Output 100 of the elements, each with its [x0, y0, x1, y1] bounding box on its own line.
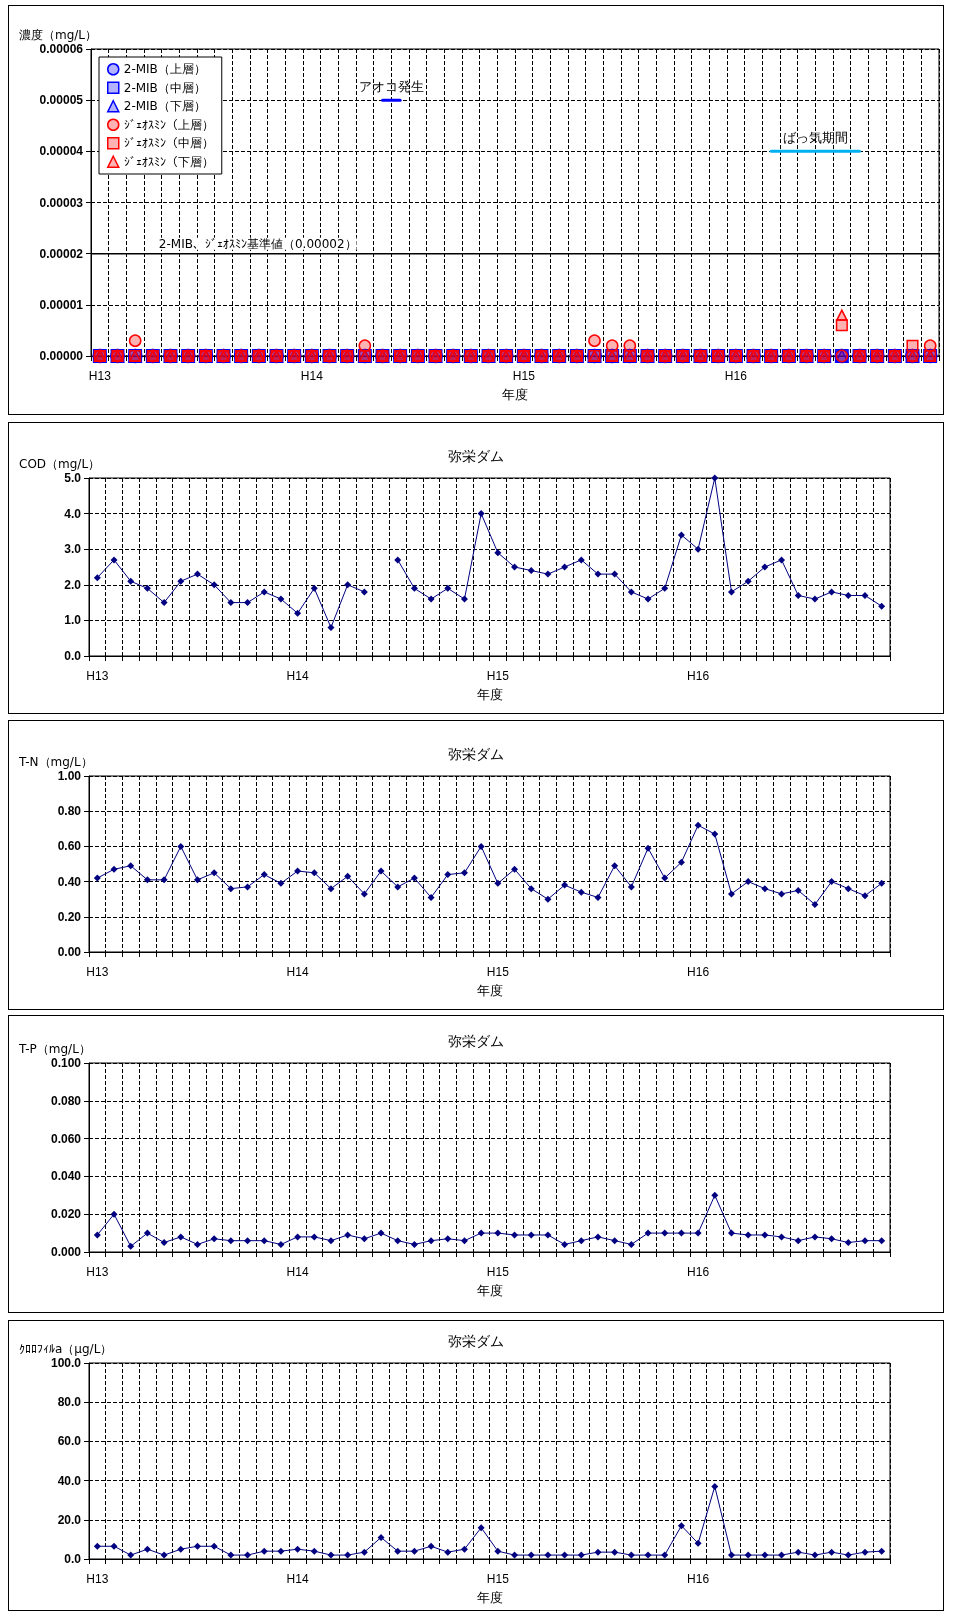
point [193, 876, 201, 884]
point [177, 577, 185, 585]
point [794, 1237, 802, 1245]
point [360, 588, 368, 596]
point [494, 1229, 502, 1237]
point [744, 1231, 752, 1239]
point [844, 1551, 852, 1559]
y-axis-title: T-P（mg/L） [18, 1042, 91, 1056]
point [377, 1229, 385, 1237]
point [661, 1551, 669, 1559]
point [277, 595, 285, 603]
point [778, 1233, 786, 1241]
y-tick-label: 0.80 [57, 804, 82, 819]
point [394, 1547, 402, 1555]
point [93, 1231, 101, 1239]
y-tick-label: 5.0 [64, 471, 82, 485]
point [727, 1551, 735, 1559]
point [577, 1237, 585, 1245]
point [193, 1542, 201, 1550]
point [711, 474, 719, 482]
point [878, 1547, 886, 1555]
series-label: アオコ発生 [358, 78, 424, 94]
point [611, 570, 619, 578]
point [110, 556, 118, 564]
point [444, 1548, 452, 1556]
point [594, 1233, 602, 1241]
y-tick-label: 4.0 [64, 506, 82, 521]
point [694, 821, 702, 829]
x-tick-label: H16 [687, 1572, 710, 1586]
x-tick-label: H16 [724, 369, 748, 383]
point [344, 872, 352, 880]
point [310, 1547, 318, 1555]
x-tick-label: H16 [687, 669, 710, 683]
point [160, 1551, 168, 1559]
point [761, 1231, 769, 1239]
point [544, 1231, 552, 1239]
point [844, 591, 852, 599]
point [93, 574, 101, 582]
y-tick-label: 1.00 [57, 769, 82, 783]
point [761, 1551, 769, 1559]
chart-title: 弥栄ダム [448, 746, 504, 762]
point [494, 1547, 502, 1555]
point [761, 885, 769, 893]
y-tick-label: 0.00002 [39, 246, 84, 261]
point [477, 842, 485, 850]
point [511, 1231, 519, 1239]
point [344, 1551, 352, 1559]
y-tick-label: 40.0 [57, 1473, 82, 1488]
point [143, 584, 151, 592]
y-axis-title: ｸﾛﾛﾌｨﾙa（μg/L） [19, 1342, 113, 1356]
point [360, 1235, 368, 1243]
point [744, 1551, 752, 1559]
x-tick-label: H14 [286, 1265, 309, 1279]
point [294, 1545, 302, 1553]
point [494, 879, 502, 887]
point [828, 588, 836, 596]
point [93, 1542, 101, 1550]
point [627, 588, 635, 596]
x-tick-label: H15 [486, 1572, 510, 1586]
point [460, 1237, 468, 1245]
point [193, 570, 201, 578]
y-tick-label: 0.020 [50, 1207, 82, 1222]
point [527, 1231, 535, 1239]
point [377, 1533, 385, 1541]
y-tick-label: 0.20 [57, 909, 82, 924]
point [444, 584, 452, 592]
point [344, 581, 352, 589]
point [477, 510, 485, 518]
point [327, 885, 335, 893]
point [294, 1233, 302, 1241]
point [244, 1551, 252, 1559]
point [460, 1545, 468, 1553]
point [327, 1551, 335, 1559]
x-axis-title: 年度 [476, 1283, 503, 1298]
legend-label: ｼﾞｪｵｽﾐﾝ（下層） [123, 154, 214, 169]
chart-title: 弥栄ダム [448, 1033, 504, 1049]
y-tick-label: 100.0 [50, 1356, 82, 1370]
point [127, 577, 135, 585]
point [661, 1229, 669, 1237]
point [594, 893, 602, 901]
legend-label: 2-MIB（下層） [123, 99, 206, 114]
ref-line-label: 2-MIB、ｼﾞｪｵｽﾐﾝ基準値（0.00002） [158, 236, 357, 251]
point [93, 874, 101, 882]
x-tick-label: H15 [486, 965, 510, 979]
point [511, 563, 519, 571]
point [260, 871, 268, 879]
point [811, 1551, 819, 1559]
y-tick-label: 20.0 [57, 1512, 82, 1527]
point [828, 1235, 836, 1243]
point [794, 591, 802, 599]
point [794, 886, 802, 894]
point [644, 1229, 652, 1237]
y-tick-label: 0.60 [57, 839, 82, 854]
x-axis-title: 年度 [476, 1590, 503, 1605]
y-tick-label: 0.40 [57, 874, 82, 889]
point [260, 1547, 268, 1555]
point [277, 1240, 285, 1248]
point [260, 1237, 268, 1245]
point [177, 842, 185, 850]
point [244, 1237, 252, 1245]
